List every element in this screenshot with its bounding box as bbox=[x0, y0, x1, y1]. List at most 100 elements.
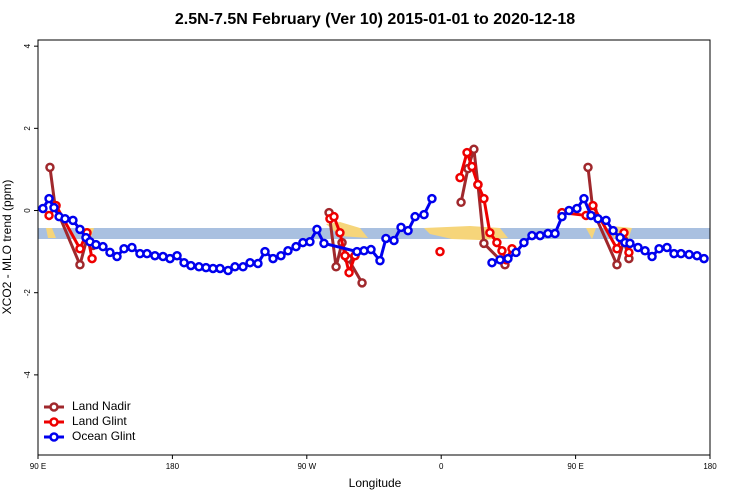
chart-title: 2.5N-7.5N February (Ver 10) 2015-01-01 t… bbox=[175, 11, 575, 28]
data-point bbox=[230, 262, 240, 272]
data-point bbox=[495, 255, 505, 265]
series-line bbox=[458, 147, 514, 264]
legend-marker bbox=[49, 417, 59, 427]
data-point bbox=[60, 213, 70, 224]
data-point bbox=[492, 237, 502, 248]
data-point bbox=[75, 243, 85, 254]
x-tick-label: 180 bbox=[166, 462, 180, 471]
legend-marker bbox=[49, 432, 59, 442]
y-tick-label: -4 bbox=[23, 371, 32, 379]
legend-label: Land Glint bbox=[72, 414, 127, 428]
data-point bbox=[268, 253, 278, 264]
data-point bbox=[633, 242, 643, 253]
data-point bbox=[535, 230, 545, 241]
data-point bbox=[640, 246, 650, 256]
data-point bbox=[625, 238, 635, 249]
data-point bbox=[624, 247, 634, 258]
legend-label: Ocean Glint bbox=[72, 429, 136, 443]
data-point bbox=[684, 249, 694, 260]
data-point bbox=[389, 235, 399, 246]
data-point bbox=[119, 243, 129, 254]
x-axis-label: Longitude bbox=[349, 476, 402, 490]
data-point bbox=[473, 179, 483, 190]
x-tick-label: 0 bbox=[439, 462, 444, 471]
data-point bbox=[38, 203, 48, 214]
data-point bbox=[396, 222, 406, 233]
data-point bbox=[593, 213, 603, 224]
data-point bbox=[519, 237, 529, 248]
data-point bbox=[44, 193, 54, 204]
data-point bbox=[467, 161, 477, 172]
data-point bbox=[329, 211, 339, 222]
data-point bbox=[612, 260, 622, 270]
x-tick-label: 90 W bbox=[297, 462, 316, 471]
data-point bbox=[312, 224, 322, 235]
data-point bbox=[98, 241, 108, 252]
data-point bbox=[479, 193, 489, 204]
data-point bbox=[676, 248, 686, 259]
data-point bbox=[462, 147, 472, 158]
legend-label: Land Nadir bbox=[72, 399, 131, 413]
data-point bbox=[479, 238, 489, 249]
data-point bbox=[654, 243, 664, 254]
data-point bbox=[245, 257, 255, 268]
data-point bbox=[579, 193, 589, 204]
data-point bbox=[127, 242, 137, 253]
data-point bbox=[550, 228, 560, 239]
data-point bbox=[87, 253, 97, 264]
data-point bbox=[283, 246, 293, 256]
data-point bbox=[588, 200, 598, 211]
data-point bbox=[340, 250, 350, 261]
data-point bbox=[331, 262, 341, 272]
data-point bbox=[112, 251, 122, 262]
data-point bbox=[375, 255, 385, 266]
data-point bbox=[49, 202, 59, 213]
data-point bbox=[572, 203, 582, 214]
data-point bbox=[557, 211, 567, 222]
data-point bbox=[335, 227, 345, 238]
y-axis-label: XCO2 - MLO trend (ppm) bbox=[0, 180, 14, 315]
data-point bbox=[487, 257, 497, 268]
data-point bbox=[260, 246, 270, 257]
legend-marker bbox=[49, 402, 59, 412]
data-point bbox=[357, 278, 367, 288]
data-point bbox=[366, 244, 376, 255]
y-tick-label: 4 bbox=[23, 43, 32, 48]
data-point bbox=[68, 215, 78, 226]
data-point bbox=[427, 193, 437, 204]
data-point bbox=[381, 233, 391, 244]
data-point bbox=[186, 260, 196, 271]
data-point bbox=[44, 210, 54, 221]
data-point bbox=[586, 210, 596, 221]
data-point bbox=[662, 242, 672, 253]
data-point bbox=[410, 211, 420, 222]
data-point bbox=[253, 258, 263, 269]
y-tick-label: 0 bbox=[23, 208, 32, 213]
data-point bbox=[612, 243, 622, 254]
data-point bbox=[142, 248, 152, 259]
y-tick-label: -2 bbox=[23, 289, 32, 297]
data-point bbox=[503, 253, 513, 264]
data-point bbox=[75, 260, 85, 270]
data-point bbox=[238, 262, 248, 272]
data-point bbox=[485, 227, 495, 238]
data-point bbox=[105, 247, 115, 258]
x-tick-label: 180 bbox=[703, 462, 717, 471]
data-point bbox=[45, 162, 55, 173]
data-point bbox=[511, 247, 521, 258]
data-point bbox=[75, 224, 85, 235]
data-point bbox=[291, 241, 301, 252]
data-point bbox=[419, 209, 429, 220]
data-point bbox=[647, 251, 657, 262]
x-tick-label: 90 E bbox=[567, 462, 583, 471]
ocean-band bbox=[38, 228, 710, 239]
data-point bbox=[403, 225, 413, 236]
data-point bbox=[305, 236, 315, 247]
data-point bbox=[172, 250, 182, 261]
x-tick-label: 90 E bbox=[30, 462, 46, 471]
data-point bbox=[435, 246, 445, 257]
data-point bbox=[527, 230, 537, 241]
data-point bbox=[455, 172, 465, 183]
data-point bbox=[150, 250, 160, 261]
plot-frame bbox=[37, 39, 711, 456]
